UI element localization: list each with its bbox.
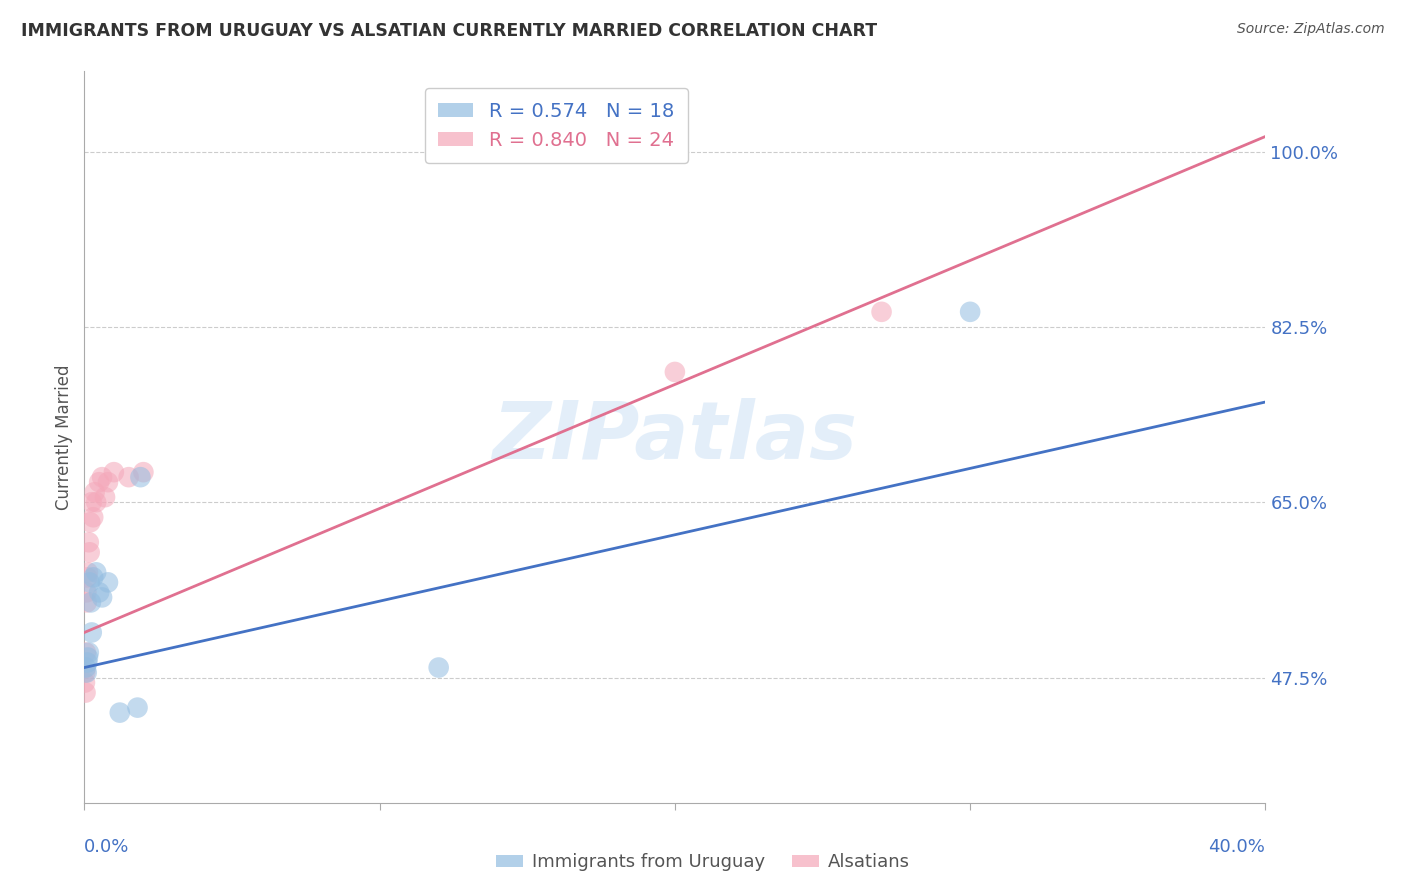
- Point: [75, 685, 97, 699]
- Point: [103, 465, 125, 479]
- Point: [97, 575, 120, 590]
- Legend: Immigrants from Uruguay, Alsatians: Immigrants from Uruguay, Alsatians: [488, 847, 918, 879]
- Point: [80, 495, 103, 509]
- Point: [84, 566, 107, 580]
- Point: [664, 365, 686, 379]
- Point: [87, 475, 111, 490]
- Point: [75, 665, 97, 680]
- Point: [87, 585, 111, 599]
- Point: [427, 660, 450, 674]
- Point: [108, 706, 131, 720]
- Point: [79, 515, 101, 529]
- Point: [76, 595, 98, 609]
- Point: [77, 650, 100, 665]
- Point: [77, 535, 100, 549]
- Point: [76, 665, 98, 680]
- Point: [75, 646, 97, 660]
- Point: [75, 585, 97, 599]
- Legend: R = 0.574   N = 18, R = 0.840   N = 24: R = 0.574 N = 18, R = 0.840 N = 24: [425, 88, 688, 163]
- Text: Source: ZipAtlas.com: Source: ZipAtlas.com: [1237, 22, 1385, 37]
- Point: [80, 595, 103, 609]
- Text: 40.0%: 40.0%: [1209, 838, 1265, 855]
- Point: [73, 675, 96, 690]
- Point: [79, 575, 101, 590]
- Y-axis label: Currently Married: Currently Married: [55, 364, 73, 510]
- Point: [91, 470, 114, 484]
- Point: [80, 625, 103, 640]
- Point: [91, 591, 114, 605]
- Text: IMMIGRANTS FROM URUGUAY VS ALSATIAN CURRENTLY MARRIED CORRELATION CHART: IMMIGRANTS FROM URUGUAY VS ALSATIAN CURR…: [21, 22, 877, 40]
- Point: [76, 570, 98, 584]
- Point: [79, 545, 101, 559]
- Point: [132, 465, 155, 479]
- Point: [84, 495, 107, 509]
- Point: [118, 470, 141, 484]
- Point: [959, 305, 981, 319]
- Point: [75, 660, 97, 674]
- Point: [127, 700, 149, 714]
- Point: [97, 475, 120, 490]
- Point: [82, 570, 104, 584]
- Point: [77, 646, 100, 660]
- Point: [76, 656, 98, 670]
- Text: 0.0%: 0.0%: [84, 838, 129, 855]
- Point: [83, 485, 105, 500]
- Text: ZIPatlas: ZIPatlas: [492, 398, 858, 476]
- Point: [129, 470, 152, 484]
- Point: [870, 305, 893, 319]
- Point: [77, 566, 100, 580]
- Point: [94, 490, 117, 504]
- Point: [82, 510, 104, 524]
